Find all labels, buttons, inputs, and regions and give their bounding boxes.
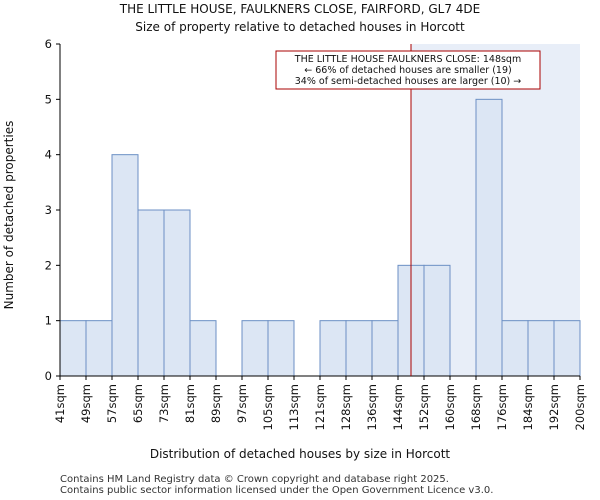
x-tick-label: 89sqm (209, 384, 223, 423)
y-tick-label: 6 (45, 37, 52, 51)
x-tick-label: 184sqm (521, 384, 535, 430)
x-tick-label: 144sqm (391, 384, 405, 430)
x-tick-label: 176sqm (495, 384, 509, 430)
bar-192sqm (553, 320, 581, 377)
bar-168sqm (475, 98, 503, 377)
x-axis-label: Distribution of detached houses by size … (150, 447, 451, 461)
bar-176sqm (501, 320, 529, 377)
x-tick-label: 160sqm (443, 384, 457, 430)
x-tick-label: 168sqm (469, 384, 483, 430)
y-tick-label: 2 (45, 258, 52, 272)
x-tick-label: 65sqm (131, 384, 145, 423)
annotation-box: THE LITTLE HOUSE FAULKNERS CLOSE: 148sqm… (275, 50, 541, 90)
bar-41sqm (59, 320, 87, 377)
x-tick-label: 41sqm (53, 384, 67, 423)
x-tick-label: 57sqm (105, 384, 119, 423)
bar-136sqm (371, 320, 399, 377)
bar-152sqm (423, 264, 451, 377)
y-tick-label: 5 (45, 92, 52, 106)
y-axis-label: Number of detached properties (2, 121, 16, 310)
bar-65sqm (137, 209, 165, 377)
y-tick-label: 1 (45, 314, 52, 328)
x-tick-label: 73sqm (157, 384, 171, 423)
bar-97sqm (241, 320, 269, 377)
x-tick-label: 136sqm (365, 384, 379, 430)
bar-105sqm (267, 320, 295, 377)
annotation-line-2: ← 66% of detached houses are smaller (19… (304, 65, 511, 76)
x-tick-label: 81sqm (183, 384, 197, 423)
bar-128sqm (345, 320, 373, 377)
bar-49sqm (85, 320, 113, 377)
bar-81sqm (189, 320, 217, 377)
x-tick-label: 128sqm (339, 384, 353, 430)
x-tick-label: 192sqm (547, 384, 561, 430)
bar-184sqm (527, 320, 555, 377)
x-tick-label: 113sqm (287, 384, 301, 430)
bar-73sqm (163, 209, 191, 377)
x-tick-label: 49sqm (79, 384, 93, 423)
x-tick-label: 200sqm (573, 384, 587, 430)
footer-line-1: Contains HM Land Registry data © Crown c… (60, 474, 449, 485)
x-tick-label: 152sqm (417, 384, 431, 430)
annotation-line-1: THE LITTLE HOUSE FAULKNERS CLOSE: 148sqm (294, 54, 521, 65)
annotation-line-3: 34% of semi-detached houses are larger (… (295, 76, 522, 87)
bar-57sqm (111, 154, 139, 377)
x-tick-label: 121sqm (313, 384, 327, 430)
x-tick-label: 105sqm (261, 384, 275, 430)
y-tick-label: 0 (45, 369, 52, 383)
chart-subtitle: Size of property relative to detached ho… (135, 20, 465, 34)
y-tick-label: 4 (45, 148, 52, 162)
footer-line-2: Contains public sector information licen… (60, 485, 493, 496)
annotation-border (275, 50, 541, 90)
bar-121sqm (319, 320, 347, 377)
chart-title: THE LITTLE HOUSE, FAULKNERS CLOSE, FAIRF… (119, 2, 481, 16)
y-tick-label: 3 (45, 203, 52, 217)
x-tick-label: 97sqm (235, 384, 249, 423)
